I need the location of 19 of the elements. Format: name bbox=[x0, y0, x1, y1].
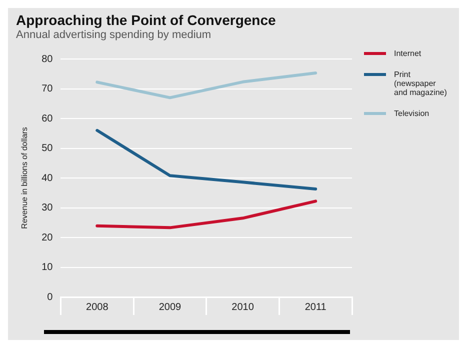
y-tick-label: 50 bbox=[42, 143, 54, 154]
chart-subtitle: Annual advertising spending by medium bbox=[16, 29, 212, 41]
legend-label: Internet bbox=[394, 49, 422, 58]
y-tick-label: 70 bbox=[42, 84, 54, 94]
legend-label: Print (newspaper and magazine) bbox=[394, 70, 448, 97]
x-tick-label: 2009 bbox=[158, 302, 182, 313]
y-tick-label: 40 bbox=[42, 172, 54, 184]
x-tick-label: 2010 bbox=[232, 302, 254, 313]
x-tick-label: 2011 bbox=[304, 302, 327, 313]
y-tick-label: 30 bbox=[42, 202, 54, 214]
y-tick-label: 80 bbox=[42, 54, 54, 65]
y-tick-label: 10 bbox=[42, 262, 54, 273]
y-tick-label: 60 bbox=[42, 113, 54, 124]
y-tick-label: 0 bbox=[47, 292, 54, 303]
y-axis-title: Revenue in billions of dollars bbox=[20, 127, 30, 229]
chart-title: Approaching the Point of Convergence bbox=[16, 12, 277, 28]
legend-label: Television bbox=[394, 109, 430, 118]
x-tick-label: 2008 bbox=[86, 302, 109, 313]
y-tick-label: 20 bbox=[42, 232, 54, 244]
